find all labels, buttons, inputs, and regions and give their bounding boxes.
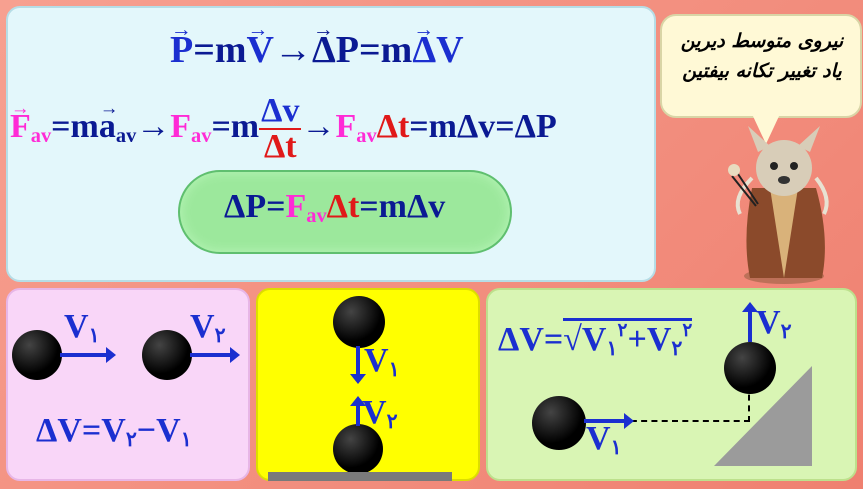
ball-bounced	[333, 424, 383, 474]
speech-bubble: نیروی متوسط دیرین یاد تغییر تکانه بیفتین	[660, 14, 862, 144]
v2-label-green: V۲	[756, 304, 792, 344]
v2-up-arrow	[350, 396, 366, 426]
v1-down-arrow	[350, 346, 366, 384]
bubble-text: نیروی متوسط دیرین یاد تغییر تکانه بیفتین	[680, 30, 844, 82]
impulse-equation: ΔP=FavΔt=mΔv	[224, 188, 446, 228]
dv-dt-fraction: Δv Δt	[259, 92, 302, 165]
v1-label-green: V۱	[586, 420, 622, 460]
ground	[268, 472, 452, 481]
v1-label: V۱	[64, 308, 100, 348]
delta-v-magnitude: ΔV=√V۱۲+V۲۲	[498, 318, 693, 361]
path-vertical-dashed	[748, 384, 750, 422]
vector-p: P	[170, 17, 193, 72]
vector-v: V	[247, 17, 274, 72]
delta-v-difference: ΔV=V۲−V۱	[36, 412, 192, 452]
collinear-velocity-panel	[6, 288, 250, 481]
ball-vertical	[724, 342, 776, 394]
momentum-equation: P=mV→ΔP=mΔV	[170, 17, 464, 72]
v2-label: V۲	[190, 308, 226, 348]
ball-horizontal	[532, 396, 586, 450]
ball-initial	[12, 330, 62, 380]
v2-green-arrow	[742, 302, 758, 342]
v1-arrow	[60, 347, 116, 363]
delta-p: ΔP	[312, 17, 359, 72]
ball-final	[142, 330, 192, 380]
v2-arrow	[190, 347, 240, 363]
ball-falling	[333, 296, 385, 348]
path-horizontal-dashed	[600, 420, 750, 422]
v1-label-yellow: V۱	[364, 342, 400, 382]
impulse-cloud: ΔP=FavΔt=mΔv	[178, 170, 512, 254]
delta-v: ΔV	[412, 17, 463, 72]
v2-label-yellow: V۲	[362, 394, 398, 434]
v1-green-arrow	[584, 413, 634, 429]
master-character-illustration	[728, 126, 829, 284]
